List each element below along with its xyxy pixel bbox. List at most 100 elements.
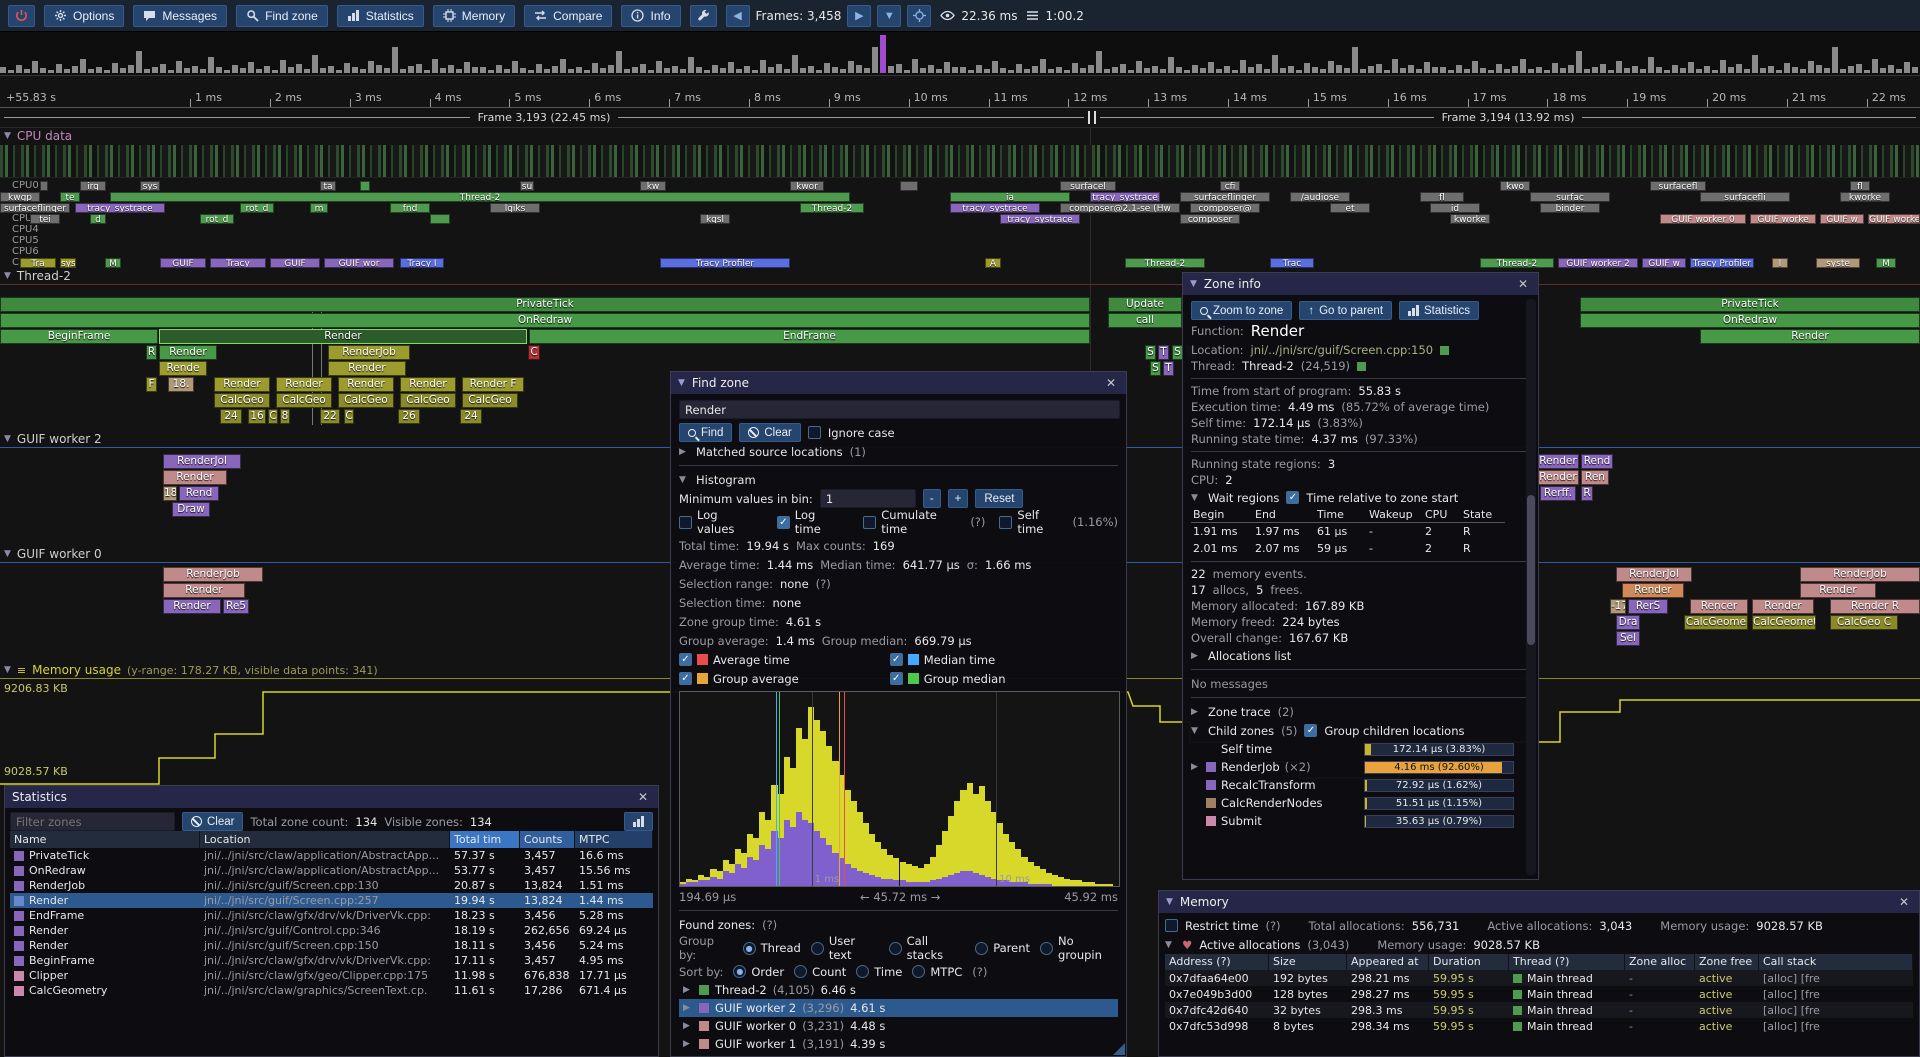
collapse-icon[interactable]: ▼ [678,378,685,388]
collapse-icon[interactable]: ▼ [1190,279,1197,289]
statistics-row[interactable]: OnRedraw jni/../jni/src/claw/application… [10,863,653,878]
cpu-zone-segment[interactable]: m [310,203,328,213]
cpu-zone-segment[interactable]: fl [1850,181,1870,191]
cpu-zone-segment[interactable]: GUIF [160,258,206,268]
timeline-zone[interactable]: Render [163,599,221,614]
radio-button[interactable] [888,941,902,955]
group-children-checkbox[interactable]: ✓ [1304,724,1318,737]
timeline-zone[interactable]: 18. [168,377,194,392]
close-icon[interactable]: ✕ [1898,895,1910,909]
find-zone-search-input[interactable] [679,400,1120,419]
timeline-zone[interactable]: Rerff. [1540,486,1576,501]
cpu-zone-segment[interactable]: tracy_systrace [1000,214,1080,224]
timeline-zone[interactable]: CalcGeo C [1830,615,1898,630]
clear-button[interactable]: Clear [739,423,801,442]
statistics-button[interactable]: Statistics [336,4,424,27]
expand-icon[interactable]: ▶ [1191,650,1198,661]
timeline-zone[interactable]: Draw [172,502,210,517]
cpu-zone-segment[interactable]: Thread-2 [1480,258,1554,268]
cpu-zone-segment[interactable]: GUIF w [1820,214,1864,224]
cpu-zone-segment[interactable]: GUIF worker 1 [1868,214,1920,224]
timeline-zone[interactable]: C [268,409,278,424]
legend-item[interactable]: ✓ Group median [889,669,1101,688]
cpu-zone-segment[interactable]: Tracy [210,258,266,268]
cpu-zone-segment[interactable]: tracy_systrace [75,203,165,213]
cpu-zone-segment[interactable]: sys [140,181,160,191]
cpu-zone-segment[interactable]: sys [60,258,76,268]
time-relative-checkbox[interactable]: ✓ [1286,491,1300,504]
group-by-option[interactable]: ● Thread [742,941,801,955]
cpu-zone-segment[interactable]: tracy_systrace [1090,192,1160,202]
cpu-zone-segment[interactable]: Tracy Profiler [1690,258,1754,268]
cpu-zone-segment[interactable]: tei [30,214,60,224]
timeline-zone[interactable]: Render [328,361,406,376]
allocation-row[interactable]: 0x7dfaa64e00 192 bytes 298.21 ms 59.95 s… [1165,970,1913,986]
timeline-zone[interactable]: Render F [462,377,524,392]
radio-button[interactable] [810,941,824,955]
cpu-zone-segment[interactable] [900,181,918,191]
checkbox[interactable]: ✓ [776,515,790,529]
cpu-zone-segment[interactable]: kw [640,181,666,191]
timeline-zone[interactable]: RenderJol [1616,567,1692,582]
legend-item[interactable]: ✓ Median time [889,650,1101,669]
cpu-zone-segment[interactable]: GUIF wor [324,258,394,268]
column-header-zone-alloc[interactable]: Zone alloc [1625,954,1695,970]
cpu-zone-segment[interactable]: GUIF [270,258,320,268]
allocation-row[interactable]: 0x7dfc53d998 8 bytes 298.34 ms 59.95 s M… [1165,1018,1913,1034]
cpu-zone-segment[interactable]: kgsl [700,214,730,224]
legend-item[interactable]: ✓ Group average [679,669,890,688]
timeline-zone[interactable]: OnRedraw [1580,313,1920,328]
collapse-icon[interactable]: ▼ [4,434,11,444]
cpu-zone-segment[interactable]: surfac [1530,192,1610,202]
expand-icon[interactable]: ▶ [683,1039,690,1049]
statistics-row[interactable]: PrivateTick jni/../jni/src/claw/applicat… [10,848,653,863]
cpu-zone-segment[interactable] [360,181,370,191]
timeline-zone[interactable]: S [1145,345,1156,360]
expand-icon[interactable]: ▶ [1191,706,1198,717]
timeline-zone[interactable]: CalcGeo [214,393,270,408]
statistics-row[interactable]: Clipper jni/../jni/src/claw/gfx/geo/Clip… [10,968,653,983]
timeline-zone[interactable]: Rend [1581,454,1613,469]
cpu-zone-segment[interactable]: kwgp [0,192,40,202]
view-mode-button[interactable] [624,812,653,831]
timeline-zone[interactable]: Render [163,583,245,598]
cpu-zone-segment[interactable]: Tra [20,258,56,268]
allocation-row[interactable]: 0x7e049b3d00 128 bytes 298.27 ms 59.95 s… [1165,986,1913,1002]
legend-checkbox[interactable]: ✓ [889,653,903,666]
cpu-zone-segment[interactable]: composer [1180,214,1240,224]
statistics-row[interactable]: CalcGeometry jni/../jni/src/claw/graphic… [10,983,653,998]
histogram-section-header[interactable]: ▼ Histogram [679,470,1118,489]
frame-timeline-strip[interactable] [0,32,1920,76]
timeline-zone[interactable]: Rencer [1690,599,1748,614]
expand-icon[interactable]: ▶ [683,985,690,995]
statistics-row[interactable]: Render jni/../jni/src/guif/Control.cpp:3… [10,923,653,938]
column-header-counts[interactable]: Counts [520,831,575,848]
guif-worker2-header[interactable]: ▼ GUIF worker 2 [0,431,1920,447]
timeline-zone[interactable]: Update [1108,297,1182,312]
cpu-zone-segment[interactable]: cfi [1220,181,1240,191]
cpu-zone-segment[interactable]: composer@ [1190,203,1260,213]
filter-zones-input[interactable] [10,812,175,831]
next-frame-button[interactable]: ▶ [847,4,872,27]
expand-icon[interactable]: ▶ [1191,762,1198,772]
statistics-row[interactable]: Render jni/../jni/src/guif/Screen.cpp:25… [10,893,653,908]
timeline-zone[interactable]: RenderJol [163,454,241,469]
timeline-zone[interactable]: Dra [1616,615,1640,630]
cpu-zone-segment[interactable]: M [105,258,121,268]
expand-icon[interactable]: ▶ [683,1021,690,1031]
column-header-zone-free[interactable]: Zone free [1695,954,1759,970]
thread2-header[interactable]: ▼ Thread-2 [0,268,1920,284]
zoom-to-zone-button[interactable]: Zoom to zone [1191,301,1293,320]
timeline-zone[interactable]: Render [1800,583,1876,598]
timeline-zone[interactable]: RerS [1628,599,1668,614]
timeline-zone[interactable]: R [146,345,157,360]
cpu-zone-segment[interactable]: /audiose [1290,192,1350,202]
cpu-zone-segment[interactable]: d [90,214,106,224]
cpu-zone-segment[interactable]: irq [80,181,106,191]
focus-frame-button[interactable] [907,4,932,27]
group-by-option[interactable]: Call stacks [888,934,966,962]
collapse-icon[interactable]: ▼ [4,665,11,675]
statistics-row[interactable]: BeginFrame jni/../jni/src/claw/gfx/drv/v… [10,953,653,968]
timeline-zone[interactable]: Render [159,345,217,360]
cpu-zone-segment[interactable]: fl [1420,192,1464,202]
